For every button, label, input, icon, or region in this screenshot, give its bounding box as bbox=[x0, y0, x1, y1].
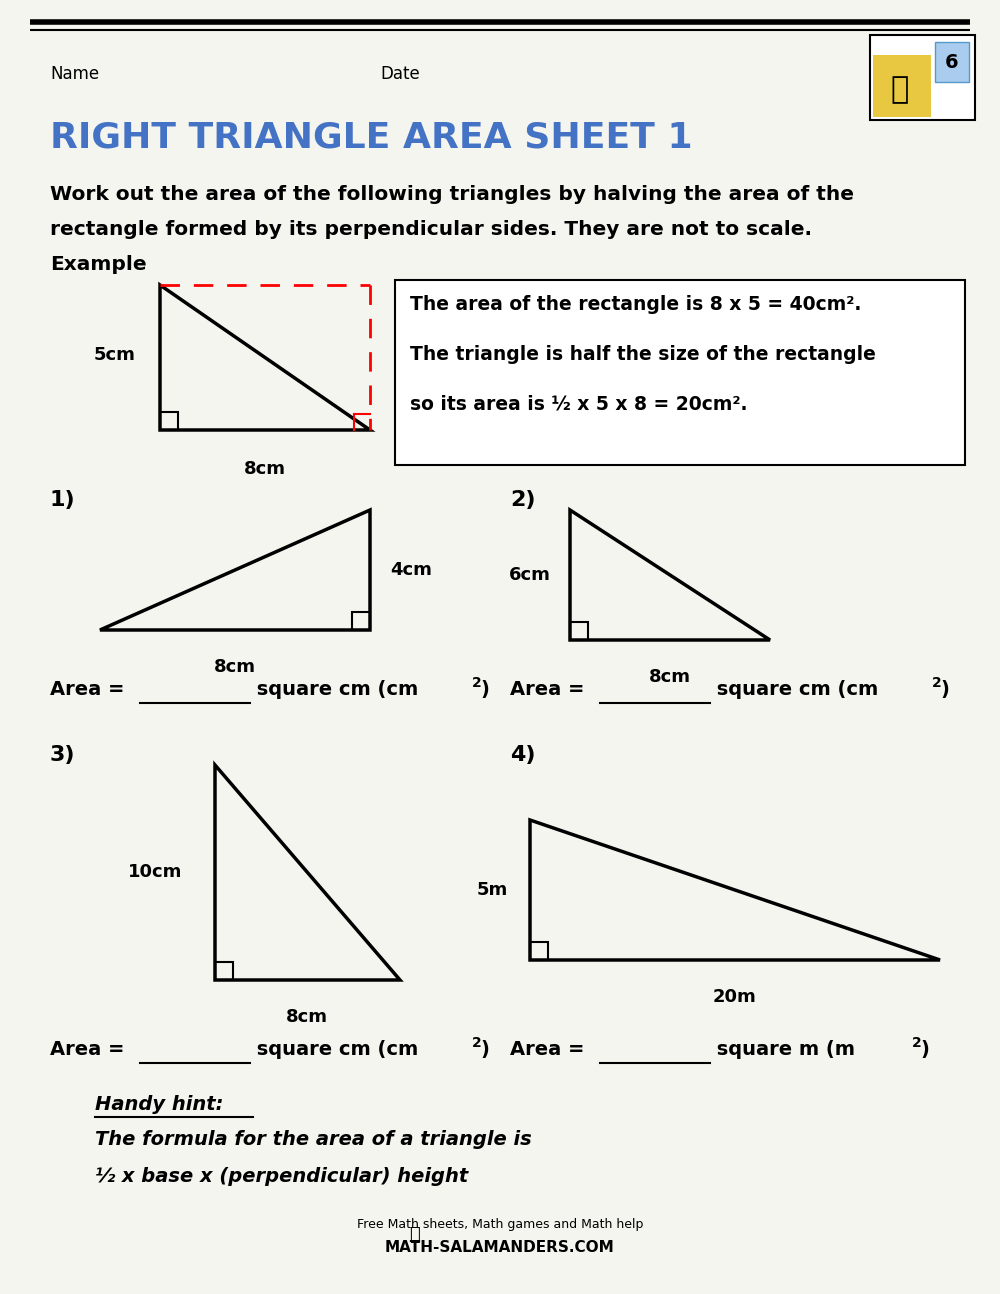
Text: 🐆: 🐆 bbox=[891, 75, 909, 105]
Text: rectangle formed by its perpendicular sides. They are not to scale.: rectangle formed by its perpendicular si… bbox=[50, 220, 812, 239]
Text: 8cm: 8cm bbox=[649, 668, 691, 686]
Text: 8cm: 8cm bbox=[214, 659, 256, 675]
Text: Work out the area of the following triangles by halving the area of the: Work out the area of the following trian… bbox=[50, 185, 854, 204]
Text: 5m: 5m bbox=[476, 881, 508, 899]
Text: MATH-SALAMANDERS.COM: MATH-SALAMANDERS.COM bbox=[385, 1240, 615, 1255]
Text: 2: 2 bbox=[472, 675, 482, 690]
Text: The area of the rectangle is 8 x 5 = 40cm².: The area of the rectangle is 8 x 5 = 40c… bbox=[410, 295, 861, 314]
Text: 6: 6 bbox=[945, 53, 959, 71]
Text: Example: Example bbox=[50, 255, 147, 274]
Text: RIGHT TRIANGLE AREA SHEET 1: RIGHT TRIANGLE AREA SHEET 1 bbox=[50, 120, 693, 154]
FancyBboxPatch shape bbox=[870, 35, 975, 120]
Text: 6cm: 6cm bbox=[509, 565, 551, 584]
Text: 1): 1) bbox=[50, 490, 76, 510]
Text: 4cm: 4cm bbox=[390, 562, 432, 578]
Text: Date: Date bbox=[380, 65, 420, 83]
Text: 2: 2 bbox=[932, 675, 942, 690]
Text: so its area is ½ x 5 x 8 = 20cm².: so its area is ½ x 5 x 8 = 20cm². bbox=[410, 395, 748, 414]
Text: 2): 2) bbox=[510, 490, 536, 510]
Text: 5cm: 5cm bbox=[94, 345, 136, 364]
FancyBboxPatch shape bbox=[935, 41, 969, 82]
Text: The triangle is half the size of the rectangle: The triangle is half the size of the rec… bbox=[410, 345, 876, 364]
Text: ): ) bbox=[940, 681, 949, 699]
Text: 2: 2 bbox=[472, 1036, 482, 1049]
Text: square cm (cm: square cm (cm bbox=[250, 1040, 418, 1058]
Text: 3): 3) bbox=[50, 745, 76, 765]
Text: Area =: Area = bbox=[50, 681, 131, 699]
Text: 4): 4) bbox=[510, 745, 536, 765]
Text: ): ) bbox=[920, 1040, 929, 1058]
Text: 20m: 20m bbox=[713, 989, 757, 1005]
Text: ½ x base x (perpendicular) height: ½ x base x (perpendicular) height bbox=[95, 1167, 468, 1187]
Text: Area =: Area = bbox=[510, 681, 591, 699]
Text: ): ) bbox=[480, 1040, 489, 1058]
FancyBboxPatch shape bbox=[395, 280, 965, 465]
Text: Area =: Area = bbox=[50, 1040, 131, 1058]
Text: Free Math sheets, Math games and Math help: Free Math sheets, Math games and Math he… bbox=[357, 1218, 643, 1231]
FancyBboxPatch shape bbox=[873, 56, 931, 116]
Text: 8cm: 8cm bbox=[286, 1008, 328, 1026]
Text: Area =: Area = bbox=[510, 1040, 591, 1058]
Text: The formula for the area of a triangle is: The formula for the area of a triangle i… bbox=[95, 1130, 532, 1149]
Text: square cm (cm: square cm (cm bbox=[250, 681, 418, 699]
Text: 8cm: 8cm bbox=[244, 459, 286, 477]
Text: 10cm: 10cm bbox=[128, 863, 182, 881]
Text: square cm (cm: square cm (cm bbox=[710, 681, 878, 699]
Text: 2: 2 bbox=[912, 1036, 922, 1049]
Text: Name: Name bbox=[50, 65, 99, 83]
Text: 🐆: 🐆 bbox=[410, 1225, 420, 1244]
Text: Handy hint:: Handy hint: bbox=[95, 1095, 223, 1114]
Text: square m (m: square m (m bbox=[710, 1040, 855, 1058]
Text: ): ) bbox=[480, 681, 489, 699]
